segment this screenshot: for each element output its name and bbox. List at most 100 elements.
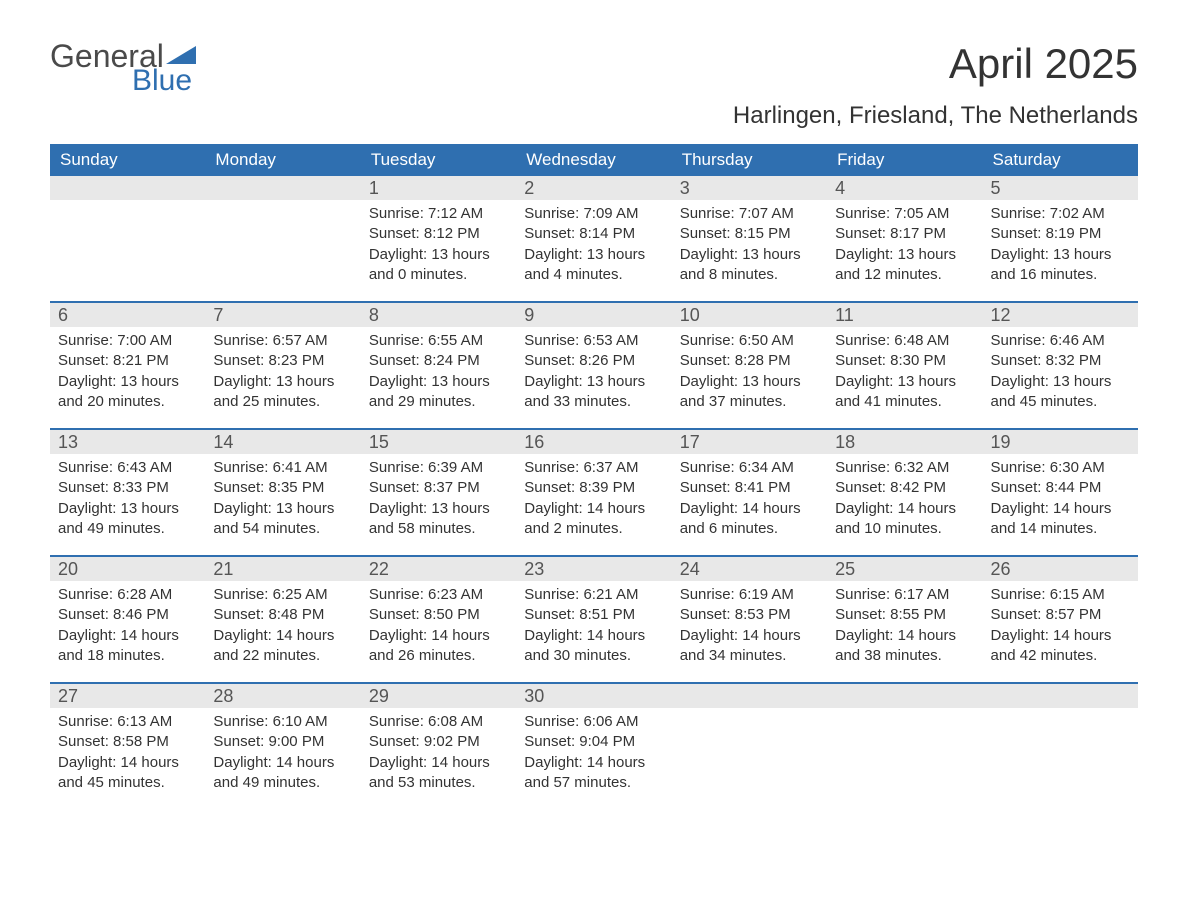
- day-number: 13: [50, 430, 205, 454]
- day-line: Daylight: 14 hours: [680, 499, 819, 519]
- day-line: and 41 minutes.: [835, 392, 974, 412]
- day-body: Sunrise: 7:12 AMSunset: 8:12 PMDaylight:…: [361, 200, 516, 287]
- day-number: 9: [516, 303, 671, 327]
- day-line: Sunrise: 6:41 AM: [213, 458, 352, 478]
- calendar-cell: [205, 176, 360, 287]
- day-line: Sunrise: 6:50 AM: [680, 331, 819, 351]
- day-line: Daylight: 14 hours: [369, 626, 508, 646]
- day-line: Sunrise: 7:02 AM: [991, 204, 1130, 224]
- day-number: 22: [361, 557, 516, 581]
- dow-label: Saturday: [983, 144, 1138, 176]
- day-line: and 37 minutes.: [680, 392, 819, 412]
- day-body: Sunrise: 6:21 AMSunset: 8:51 PMDaylight:…: [516, 581, 671, 668]
- calendar-cell: 18Sunrise: 6:32 AMSunset: 8:42 PMDayligh…: [827, 430, 982, 541]
- day-line: Daylight: 13 hours: [213, 372, 352, 392]
- calendar-week: 13Sunrise: 6:43 AMSunset: 8:33 PMDayligh…: [50, 428, 1138, 541]
- day-line: Sunset: 8:39 PM: [524, 478, 663, 498]
- day-line: Sunrise: 6:48 AM: [835, 331, 974, 351]
- day-line: Daylight: 13 hours: [991, 245, 1130, 265]
- day-line: Sunset: 8:17 PM: [835, 224, 974, 244]
- day-line: and 0 minutes.: [369, 265, 508, 285]
- day-body: Sunrise: 6:37 AMSunset: 8:39 PMDaylight:…: [516, 454, 671, 541]
- day-line: Sunset: 8:37 PM: [369, 478, 508, 498]
- day-line: and 49 minutes.: [58, 519, 197, 539]
- dow-label: Monday: [205, 144, 360, 176]
- day-line: Daylight: 14 hours: [991, 626, 1130, 646]
- calendar-cell: 12Sunrise: 6:46 AMSunset: 8:32 PMDayligh…: [983, 303, 1138, 414]
- day-line: Sunrise: 7:07 AM: [680, 204, 819, 224]
- day-line: Daylight: 13 hours: [680, 245, 819, 265]
- day-line: Daylight: 14 hours: [58, 626, 197, 646]
- day-number: 11: [827, 303, 982, 327]
- day-number: 14: [205, 430, 360, 454]
- day-body: Sunrise: 6:28 AMSunset: 8:46 PMDaylight:…: [50, 581, 205, 668]
- day-body: Sunrise: 6:13 AMSunset: 8:58 PMDaylight:…: [50, 708, 205, 795]
- day-line: Sunset: 8:15 PM: [680, 224, 819, 244]
- calendar-cell: 26Sunrise: 6:15 AMSunset: 8:57 PMDayligh…: [983, 557, 1138, 668]
- day-line: Sunset: 8:24 PM: [369, 351, 508, 371]
- day-line: Sunrise: 6:28 AM: [58, 585, 197, 605]
- calendar-cell: 17Sunrise: 6:34 AMSunset: 8:41 PMDayligh…: [672, 430, 827, 541]
- day-line: Sunrise: 6:53 AM: [524, 331, 663, 351]
- calendar-cell: 21Sunrise: 6:25 AMSunset: 8:48 PMDayligh…: [205, 557, 360, 668]
- day-line: and 20 minutes.: [58, 392, 197, 412]
- day-number: [983, 684, 1138, 708]
- day-line: Sunset: 8:51 PM: [524, 605, 663, 625]
- day-line: and 58 minutes.: [369, 519, 508, 539]
- day-line: and 6 minutes.: [680, 519, 819, 539]
- day-line: and 14 minutes.: [991, 519, 1130, 539]
- day-number: 28: [205, 684, 360, 708]
- day-number: [672, 684, 827, 708]
- day-line: Sunset: 8:14 PM: [524, 224, 663, 244]
- day-line: Sunset: 8:19 PM: [991, 224, 1130, 244]
- day-body: [983, 708, 1138, 714]
- calendar-cell: 3 Sunrise: 7:07 AMSunset: 8:15 PMDaylight…: [672, 176, 827, 287]
- day-line: and 12 minutes.: [835, 265, 974, 285]
- calendar-week: 27Sunrise: 6:13 AMSunset: 8:58 PMDayligh…: [50, 682, 1138, 795]
- day-number: [827, 684, 982, 708]
- day-line: and 22 minutes.: [213, 646, 352, 666]
- day-line: and 45 minutes.: [58, 773, 197, 793]
- dow-label: Sunday: [50, 144, 205, 176]
- day-line: Daylight: 13 hours: [835, 245, 974, 265]
- day-number: 4: [827, 176, 982, 200]
- calendar-cell: 11Sunrise: 6:48 AMSunset: 8:30 PMDayligh…: [827, 303, 982, 414]
- calendar-cell: [50, 176, 205, 287]
- calendar-cell: 15Sunrise: 6:39 AMSunset: 8:37 PMDayligh…: [361, 430, 516, 541]
- day-line: Sunrise: 6:10 AM: [213, 712, 352, 732]
- day-line: Sunrise: 6:08 AM: [369, 712, 508, 732]
- day-number: 19: [983, 430, 1138, 454]
- day-number: 24: [672, 557, 827, 581]
- day-number: 27: [50, 684, 205, 708]
- day-line: Sunset: 8:30 PM: [835, 351, 974, 371]
- day-line: and 49 minutes.: [213, 773, 352, 793]
- day-line: and 38 minutes.: [835, 646, 974, 666]
- calendar-cell: 24Sunrise: 6:19 AMSunset: 8:53 PMDayligh…: [672, 557, 827, 668]
- day-line: Sunrise: 6:32 AM: [835, 458, 974, 478]
- day-body: Sunrise: 6:17 AMSunset: 8:55 PMDaylight:…: [827, 581, 982, 668]
- day-body: Sunrise: 6:23 AMSunset: 8:50 PMDaylight:…: [361, 581, 516, 668]
- day-line: Sunset: 8:26 PM: [524, 351, 663, 371]
- day-line: Daylight: 13 hours: [524, 372, 663, 392]
- day-line: and 18 minutes.: [58, 646, 197, 666]
- day-number: 2: [516, 176, 671, 200]
- day-line: Daylight: 14 hours: [213, 753, 352, 773]
- day-line: and 8 minutes.: [680, 265, 819, 285]
- day-body: Sunrise: 6:15 AMSunset: 8:57 PMDaylight:…: [983, 581, 1138, 668]
- day-line: and 29 minutes.: [369, 392, 508, 412]
- day-body: Sunrise: 7:02 AMSunset: 8:19 PMDaylight:…: [983, 200, 1138, 287]
- day-line: and 26 minutes.: [369, 646, 508, 666]
- day-line: Sunset: 8:46 PM: [58, 605, 197, 625]
- calendar-cell: 19Sunrise: 6:30 AMSunset: 8:44 PMDayligh…: [983, 430, 1138, 541]
- day-line: Sunrise: 6:13 AM: [58, 712, 197, 732]
- day-number: 3: [672, 176, 827, 200]
- day-line: Daylight: 13 hours: [213, 499, 352, 519]
- calendar-cell: 30Sunrise: 6:06 AMSunset: 9:04 PMDayligh…: [516, 684, 671, 795]
- day-number: 6: [50, 303, 205, 327]
- day-body: Sunrise: 6:53 AMSunset: 8:26 PMDaylight:…: [516, 327, 671, 414]
- day-body: Sunrise: 7:00 AMSunset: 8:21 PMDaylight:…: [50, 327, 205, 414]
- day-line: Sunset: 8:41 PM: [680, 478, 819, 498]
- day-line: Daylight: 13 hours: [680, 372, 819, 392]
- day-line: and 30 minutes.: [524, 646, 663, 666]
- day-number: 5: [983, 176, 1138, 200]
